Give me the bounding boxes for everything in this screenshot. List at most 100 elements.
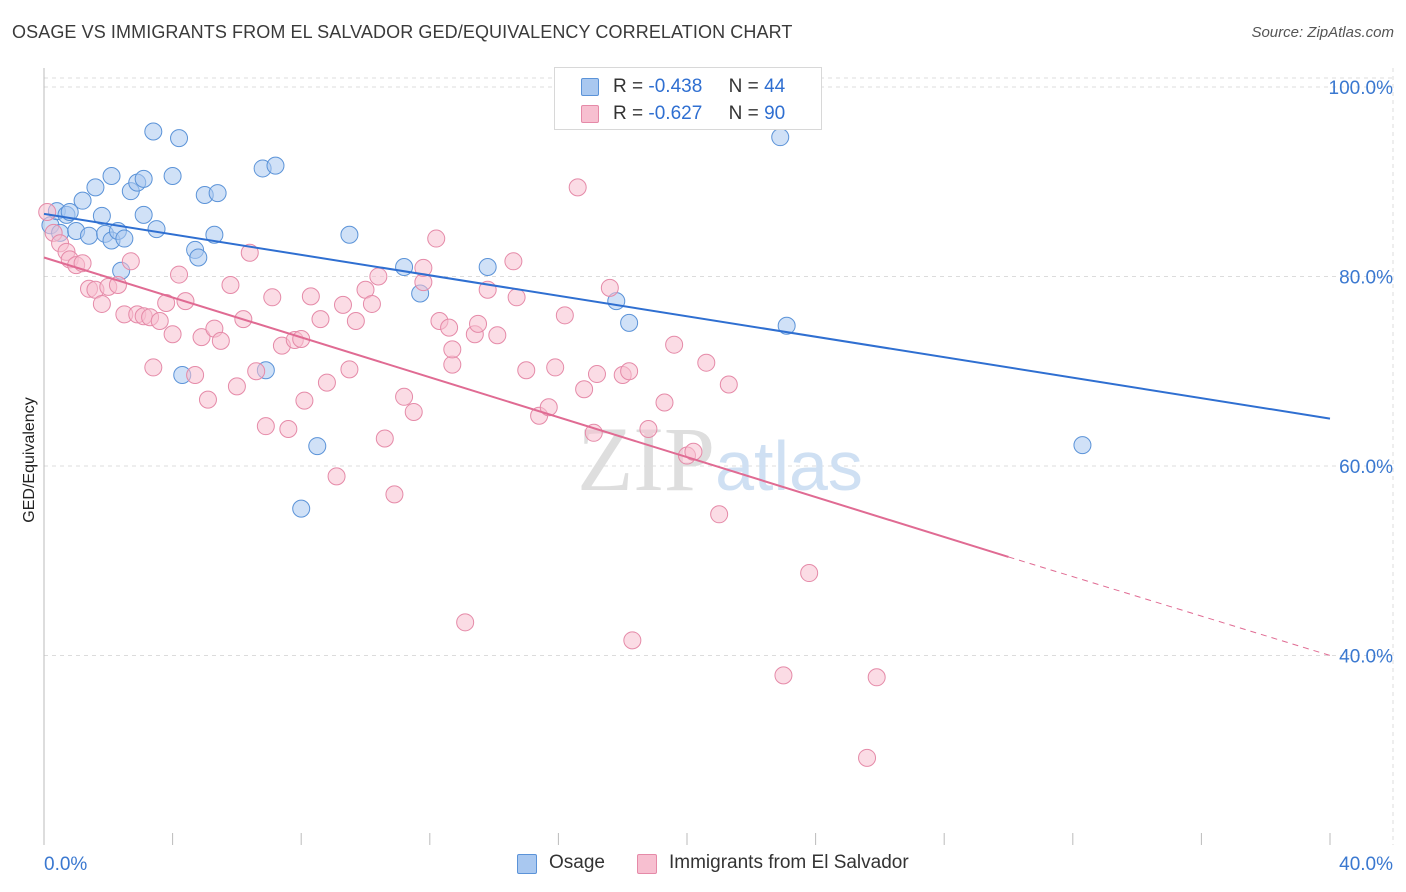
point-osage bbox=[771, 128, 790, 147]
chart-title: OSAGE VS IMMIGRANTS FROM EL SALVADOR GED… bbox=[12, 22, 793, 42]
point-osage bbox=[86, 178, 105, 197]
point-el-salvador bbox=[427, 229, 446, 248]
point-el-salvador bbox=[375, 429, 394, 448]
y-tick-label: 100.0% bbox=[1329, 78, 1394, 99]
trend-lines bbox=[43, 212, 1331, 656]
point-el-salvador bbox=[456, 613, 475, 632]
point-el-salvador bbox=[440, 318, 459, 337]
bottom-legend-swatch-osage bbox=[517, 854, 537, 874]
bottom-legend-label-el-salvador: Immigrants from El Salvador bbox=[669, 852, 909, 873]
bottom-legend-swatch-el-salvador bbox=[637, 854, 657, 874]
trend-line-el-salvador bbox=[43, 256, 1009, 558]
point-osage bbox=[208, 184, 227, 203]
point-el-salvador bbox=[539, 398, 558, 417]
point-el-salvador bbox=[504, 252, 523, 271]
point-osage bbox=[292, 499, 311, 518]
point-el-salvador bbox=[92, 294, 111, 313]
series-el-salvador bbox=[38, 178, 886, 767]
point-el-salvador bbox=[568, 178, 587, 197]
point-el-salvador bbox=[414, 258, 433, 277]
y-tick-label: 80.0% bbox=[1339, 267, 1393, 288]
point-el-salvador bbox=[517, 361, 536, 380]
point-osage bbox=[620, 313, 639, 332]
point-el-salvador bbox=[198, 390, 217, 409]
point-el-salvador bbox=[385, 485, 404, 504]
point-osage bbox=[60, 203, 79, 222]
legend-r-value-osage: -0.438 bbox=[648, 76, 703, 97]
y-tick-label: 40.0% bbox=[1339, 646, 1393, 667]
legend-r-value-el-salvador: -0.627 bbox=[648, 103, 703, 124]
point-osage bbox=[147, 220, 166, 239]
point-el-salvador bbox=[144, 358, 163, 377]
point-el-salvador bbox=[620, 362, 639, 381]
point-el-salvador bbox=[163, 325, 182, 344]
point-osage bbox=[205, 225, 224, 244]
point-el-salvador bbox=[469, 314, 488, 333]
point-el-salvador bbox=[362, 294, 381, 313]
point-el-salvador bbox=[404, 402, 423, 421]
point-osage bbox=[1073, 436, 1092, 455]
point-el-salvador bbox=[395, 387, 414, 406]
point-el-salvador bbox=[575, 380, 594, 399]
point-osage bbox=[189, 248, 208, 267]
y-tick-label: 60.0% bbox=[1339, 457, 1393, 478]
point-el-salvador bbox=[240, 243, 259, 262]
point-osage bbox=[102, 167, 121, 186]
point-osage bbox=[92, 206, 111, 225]
point-el-salvador bbox=[211, 331, 230, 350]
point-el-salvador bbox=[488, 326, 507, 345]
point-el-salvador bbox=[443, 340, 462, 359]
point-el-salvador bbox=[655, 393, 674, 412]
point-el-salvador bbox=[665, 335, 684, 354]
point-el-salvador bbox=[443, 355, 462, 374]
legend-box: R = -0.438 N = 44 R = -0.627 N = 90 bbox=[554, 67, 822, 130]
point-el-salvador bbox=[317, 373, 336, 392]
point-el-salvador bbox=[600, 278, 619, 297]
point-el-salvador bbox=[867, 668, 886, 687]
legend-text-osage: R = -0.438 N = 44 bbox=[613, 76, 785, 98]
legend-n-value-osage: 44 bbox=[764, 76, 786, 97]
point-el-salvador bbox=[186, 366, 205, 385]
point-el-salvador bbox=[684, 442, 703, 461]
axes bbox=[43, 68, 1331, 845]
point-el-salvador bbox=[346, 311, 365, 330]
point-el-salvador bbox=[800, 564, 819, 583]
x-tick-label-end: 40.0% bbox=[1339, 854, 1393, 875]
point-osage bbox=[80, 226, 99, 245]
point-el-salvador bbox=[639, 420, 658, 439]
point-el-salvador bbox=[369, 267, 388, 286]
point-osage bbox=[340, 225, 359, 244]
point-osage bbox=[478, 257, 497, 276]
point-el-salvador bbox=[301, 287, 320, 306]
point-osage bbox=[73, 191, 92, 210]
watermark: ZIPatlas bbox=[577, 408, 863, 510]
point-el-salvador bbox=[507, 288, 526, 307]
point-el-salvador bbox=[774, 666, 793, 685]
point-el-salvador bbox=[546, 358, 565, 377]
tick-labels: 40.0% 60.0% 80.0% 100.0% 0.0% 40.0% bbox=[44, 78, 1393, 875]
legend-r-label: R = bbox=[613, 103, 644, 124]
point-el-salvador bbox=[587, 365, 606, 384]
point-el-salvador bbox=[719, 375, 738, 394]
point-el-salvador bbox=[38, 203, 57, 222]
x-tick-label-start: 0.0% bbox=[44, 854, 87, 875]
point-el-salvador bbox=[170, 265, 189, 284]
point-el-salvador bbox=[340, 360, 359, 379]
legend-r-label: R = bbox=[613, 76, 644, 97]
legend-swatch-el-salvador bbox=[581, 105, 599, 123]
point-el-salvador bbox=[858, 748, 877, 767]
point-osage bbox=[266, 156, 285, 175]
point-el-salvador bbox=[327, 467, 346, 486]
point-osage bbox=[308, 437, 327, 456]
point-el-salvador bbox=[121, 252, 140, 271]
point-osage bbox=[134, 169, 153, 188]
point-osage bbox=[144, 122, 163, 141]
point-el-salvador bbox=[555, 306, 574, 325]
point-osage bbox=[777, 316, 796, 335]
point-el-salvador bbox=[150, 311, 169, 330]
point-osage bbox=[163, 167, 182, 186]
point-el-salvador bbox=[192, 328, 211, 347]
point-el-salvador bbox=[263, 288, 282, 307]
trend-line-osage bbox=[43, 212, 1331, 420]
